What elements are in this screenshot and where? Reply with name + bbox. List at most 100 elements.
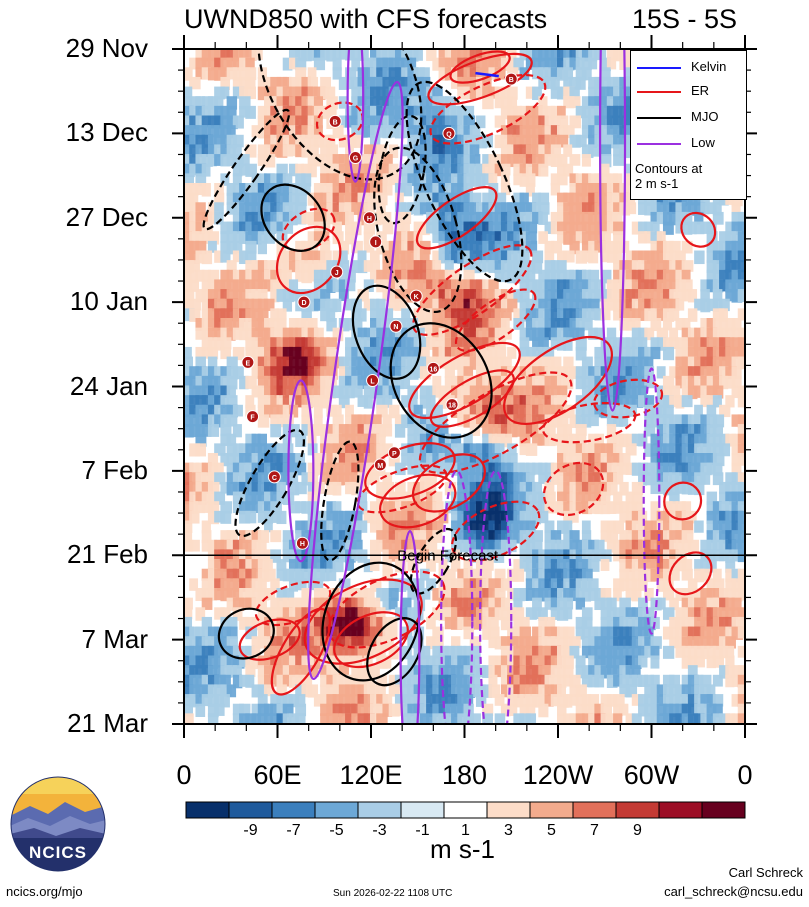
forecast-label: Begin Forecast: [397, 547, 499, 564]
contour-9: [408, 341, 521, 420]
storm-label: L: [370, 378, 375, 385]
storm-markers: B G Q B I H J D K N 16 E L 18 F P M C H: [241, 72, 518, 550]
contour-0: [427, 52, 533, 106]
contour-48: [478, 469, 513, 724]
storm-symbol: [297, 295, 311, 309]
contour-16: [379, 473, 457, 529]
contour-5: [454, 288, 537, 352]
y-tick-label: 24 Jan: [69, 370, 148, 401]
colorbar-swatch-8: [529, 801, 574, 819]
contour-37: [234, 428, 306, 538]
colorbar-swatch-3: [314, 801, 359, 819]
storm-marker-3: B: [504, 72, 518, 86]
footer-url: ncics.org/mjo: [6, 884, 83, 899]
storm-label: Q: [446, 131, 452, 138]
colorbar-swatch-9: [572, 801, 617, 819]
legend-label-mjo: MJO: [691, 109, 719, 124]
colorbar-swatch-5: [400, 801, 445, 819]
legend: Kelvin ER MJO Low Contours at 2 m s-1: [630, 50, 747, 200]
y-tick-label: 29 Nov: [65, 33, 148, 63]
storm-symbol: [442, 126, 456, 140]
storm-label: I: [375, 240, 377, 247]
x-tick-label: 120W: [522, 760, 594, 790]
kelvin-contour: [475, 71, 499, 78]
storm-marker-11: E: [241, 355, 255, 369]
x-tick-label: 60W: [623, 760, 680, 790]
storm-marker-0: B: [328, 114, 342, 128]
legend-item-er: ER: [635, 83, 745, 101]
storm-symbol: [328, 114, 342, 128]
contour-35: [389, 322, 493, 439]
storm-symbol: [348, 150, 362, 164]
storm-marker-7: D: [297, 295, 311, 309]
contour-20: [542, 461, 605, 517]
contour-36: [351, 284, 422, 380]
y-tick-label: 13 Dec: [65, 117, 148, 148]
storm-symbol: [241, 355, 255, 369]
storm-symbol: [409, 289, 423, 303]
contour-42: [409, 527, 457, 595]
colorbar-swatch-7: [486, 801, 531, 819]
colorbar-swatch-6: [443, 801, 488, 819]
storm-marker-5: H: [362, 211, 376, 225]
storm-label: D: [301, 300, 306, 307]
storm-symbol: [373, 458, 387, 472]
storm-marker-17: C: [267, 470, 281, 484]
legend-label-low: Low: [691, 135, 715, 150]
storm-marker-2: Q: [442, 126, 456, 140]
colorbar-tick-label: -9: [243, 822, 258, 839]
storm-marker-9: N: [389, 319, 403, 333]
storm-label: K: [414, 294, 419, 301]
contour-26: [303, 578, 423, 665]
storm-marker-6: J: [330, 265, 344, 279]
contour-17: [356, 464, 448, 514]
contour-29: [680, 211, 717, 248]
legend-note: Contours at 2 m s-1: [635, 161, 702, 191]
legend-note-line1: Contours at: [635, 161, 703, 176]
storm-label: F: [250, 415, 255, 422]
y-tick-label: 7 Feb: [81, 454, 149, 485]
colorbar-tick-label: 1: [461, 822, 470, 839]
storm-marker-8: K: [409, 289, 423, 303]
colorbar-swatch-0: [185, 801, 230, 819]
contour-21: [668, 551, 713, 596]
storm-marker-4: I: [369, 235, 383, 249]
storm-label: H: [367, 216, 372, 223]
storm-marker-14: F: [246, 410, 260, 424]
contour-46: [598, 49, 627, 412]
storm-label: H: [300, 541, 305, 548]
colorbar-tick-label: 3: [504, 822, 513, 839]
contour-38: [320, 440, 360, 562]
legend-label-er: ER: [691, 83, 710, 98]
storm-label: N: [393, 324, 398, 331]
storm-symbol: [369, 235, 383, 249]
y-tick-label: 7 Mar: [81, 623, 148, 654]
storm-symbol: [295, 536, 309, 550]
storm-symbol: [389, 319, 403, 333]
contour-34: [405, 80, 524, 283]
contour-1: [449, 50, 511, 84]
colorbar-swatch-2: [271, 801, 316, 819]
x-tick-label: 180: [441, 760, 488, 790]
colorbar-tick-label: 7: [590, 822, 599, 839]
storm-symbol: [267, 470, 281, 484]
contour-44: [287, 379, 315, 563]
storm-label: 18: [448, 403, 456, 410]
legend-swatch-low: [637, 143, 681, 145]
legend-item-low: Low: [635, 135, 745, 153]
contour-30: [202, 108, 291, 231]
storm-label: 16: [429, 366, 437, 373]
contour-50: [399, 530, 421, 724]
storm-label: C: [272, 475, 277, 482]
storm-symbol: [246, 410, 260, 424]
contour-22: [663, 481, 703, 521]
legend-item-mjo: MJO: [635, 109, 745, 127]
legend-swatch-mjo: [637, 117, 681, 119]
legend-note-line2: 2 m s-1: [635, 176, 679, 191]
x-tick-label: 0: [737, 760, 753, 790]
legend-item-kelvin: Kelvin: [635, 59, 745, 77]
y-tick-label: 10 Jan: [69, 286, 148, 317]
footer-timestamp: Sun 2026-02-22 1108 UTC: [333, 888, 453, 899]
y-tick-label: 21 Mar: [67, 708, 148, 738]
